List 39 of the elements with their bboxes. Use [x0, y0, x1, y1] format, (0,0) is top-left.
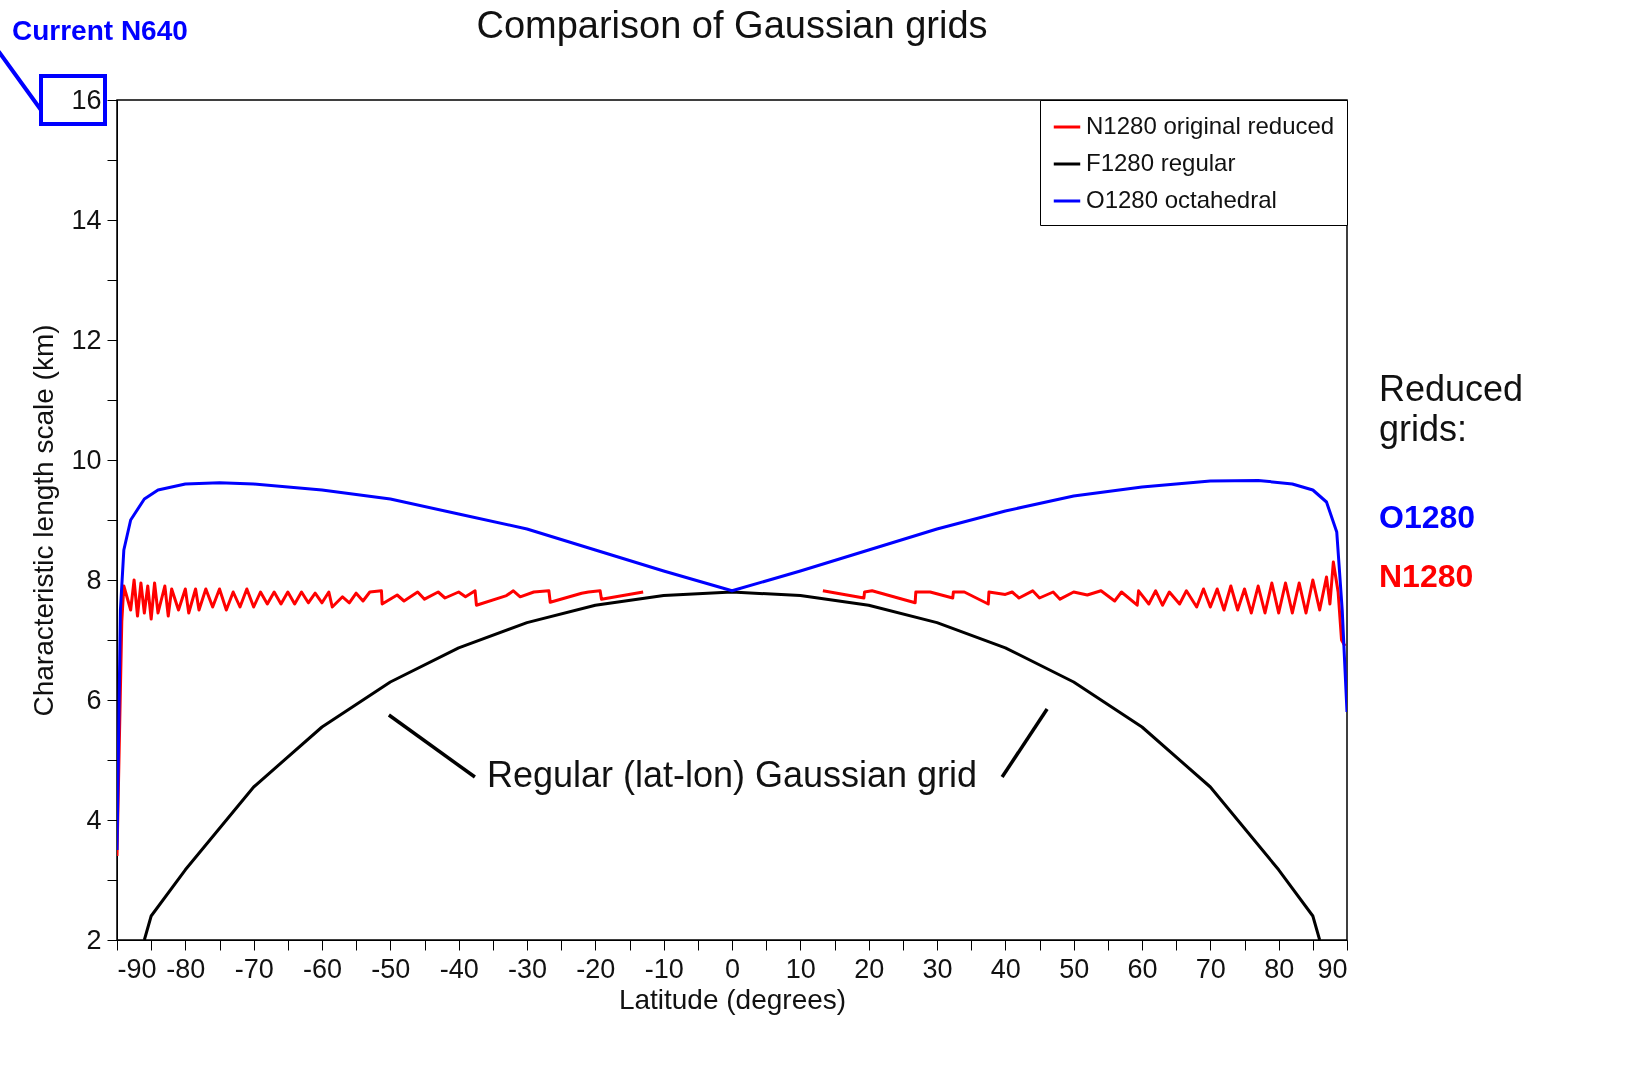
- chart-title: Comparison of Gaussian grids: [476, 4, 988, 46]
- x-tick-label: -20: [576, 953, 616, 984]
- y-tick-label: 6: [86, 684, 102, 715]
- x-tick-label: -80: [166, 953, 206, 984]
- y-tick-label: 12: [71, 324, 102, 355]
- legend-label: F1280 regular: [1086, 149, 1236, 176]
- x-tick-label: -70: [234, 953, 274, 984]
- y-tick-label: 2: [86, 924, 102, 955]
- y-axis-title: Characteristic length scale (km): [28, 324, 60, 717]
- x-tick-label: 40: [990, 953, 1021, 984]
- x-tick-label: -60: [302, 953, 343, 984]
- x-tick-label: 90: [1317, 953, 1348, 984]
- y-tick-label: 10: [71, 444, 102, 475]
- line-series: [117, 478, 1347, 852]
- x-tick-label: 80: [1264, 953, 1295, 984]
- x-tick-label: -50: [371, 953, 411, 984]
- x-tick-label: -30: [507, 953, 548, 984]
- x-tick-label: 10: [785, 953, 816, 984]
- annotation: Regular (lat-lon) Gaussian grid: [486, 753, 978, 795]
- y-tick-label: 16: [71, 84, 102, 115]
- x-tick-label: -40: [439, 953, 479, 984]
- x-tick-label: 70: [1195, 953, 1226, 984]
- y-tick-label: 14: [71, 204, 102, 235]
- text: N1280: [1379, 557, 1474, 595]
- x-tick-label: -10: [644, 953, 684, 984]
- x-tick-label: 50: [1059, 953, 1090, 984]
- legend-label: N1280 original reduced: [1086, 112, 1335, 139]
- x-tick-label: -90: [117, 953, 157, 984]
- y-tick-label: 4: [86, 804, 102, 835]
- legend-label: O1280 octahedral: [1086, 186, 1277, 213]
- text: O1280: [1379, 499, 1476, 536]
- y-tick-label: 8: [86, 564, 102, 595]
- text: Current N640: [12, 15, 188, 46]
- x-tick-label: 0: [724, 953, 741, 984]
- x-tick-label: 30: [922, 953, 953, 984]
- text: Reduced grids:: [1379, 367, 1525, 449]
- x-tick-label: 60: [1127, 953, 1158, 984]
- x-tick-label: 20: [854, 953, 885, 984]
- x-axis-title: Latitude (degrees): [618, 983, 847, 1015]
